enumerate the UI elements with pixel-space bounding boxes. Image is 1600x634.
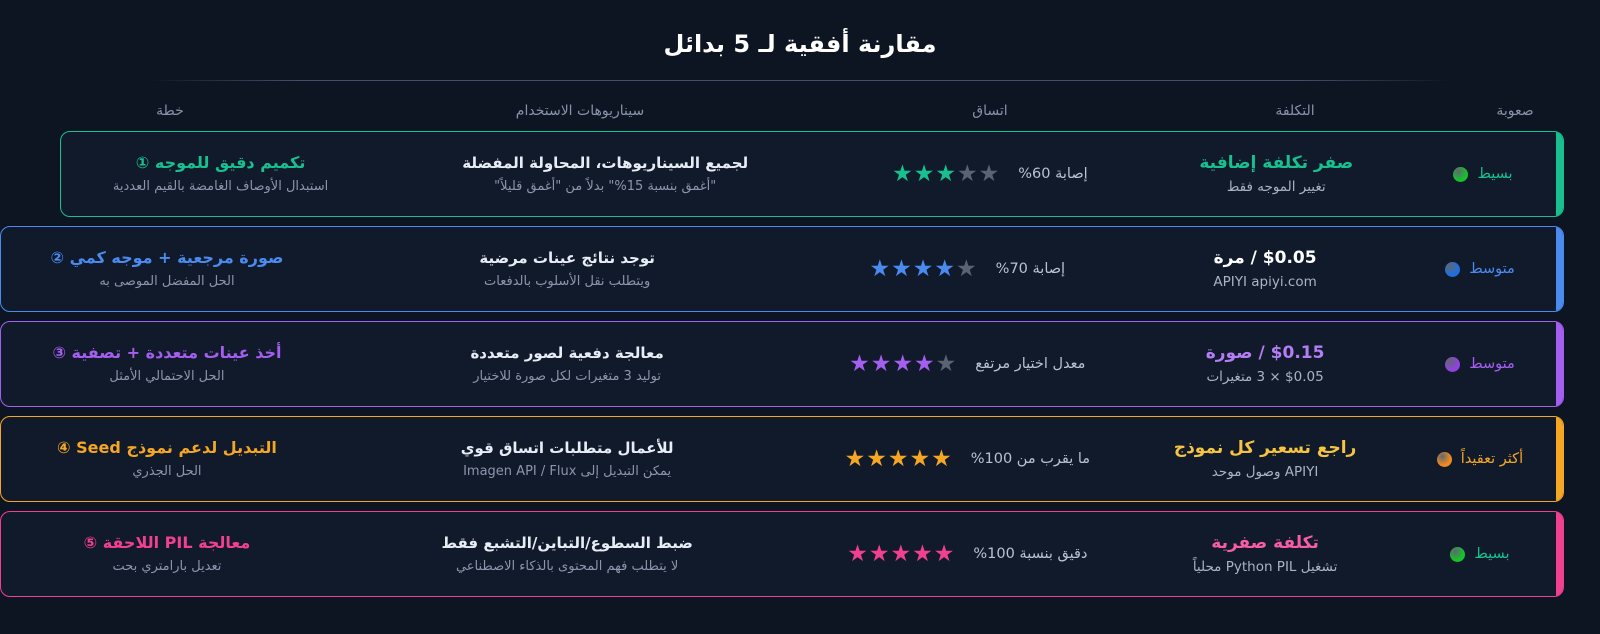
cell-cost: صفر تكلفة إضافية تغيير الموجه فقط bbox=[1149, 153, 1403, 196]
plan-subtitle: الحل الجذري bbox=[132, 463, 202, 479]
plan-title: صورة مرجعية + موجه كمي ② bbox=[50, 247, 284, 267]
cell-plan: صورة مرجعية + موجه كمي ② الحل المفضل المو… bbox=[1, 248, 333, 291]
plan-title: أخذ عينات متعددة + تصفية ③ bbox=[52, 342, 282, 362]
difficulty-label: بسيط bbox=[1477, 166, 1513, 182]
cell-difficulty: أكثر تعقيداً bbox=[1397, 451, 1563, 467]
status-dot-icon bbox=[1453, 166, 1469, 182]
difficulty-label: متوسط bbox=[1469, 356, 1515, 372]
row-accent-bar bbox=[1556, 322, 1563, 406]
cost-title: صفر تكلفة إضافية bbox=[1199, 152, 1354, 173]
consistency-note: دقيق بنسبة 100% bbox=[973, 546, 1088, 562]
cost-subtitle: $0.05 × 3 متغيرات bbox=[1206, 368, 1324, 385]
usecase-title: ضبط السطوع/التباين/التشبع فقط bbox=[441, 533, 693, 552]
cell-usecase: توجد نتائج عينات مرضية ويتطلب نقل الأسلوب… bbox=[333, 248, 801, 291]
cell-cost: $0.15 / صورة $0.05 × 3 متغيرات bbox=[1133, 343, 1397, 386]
usecase-subtitle: "أغمق بنسبة 15%" بدلاً من "أغمق قليلاً" bbox=[494, 178, 717, 194]
cell-cost: راجع تسعير كل نموذج APIYI وصول موحد bbox=[1133, 438, 1397, 481]
column-header-usecase: سيناريوهات الاستخدام bbox=[515, 103, 645, 119]
consistency-note: إصابة 70% bbox=[995, 261, 1066, 277]
row-accent-bar bbox=[1556, 512, 1563, 596]
status-dot-icon bbox=[1450, 546, 1466, 562]
star-rating: ★★★★★ bbox=[847, 541, 956, 567]
usecase-subtitle: لا يتطلب فهم المحتوى بالذكاء الاصطناعي bbox=[455, 558, 679, 574]
cell-difficulty: بسيط bbox=[1403, 166, 1563, 182]
star-rating: ★★★★★ bbox=[849, 351, 958, 377]
cell-consistency: ★★★★★ معدل اختيار مرتفع bbox=[801, 352, 1133, 376]
cell-usecase: للأعمال متطلبات اتساق قوي يمكن التبديل إل… bbox=[333, 438, 801, 481]
cell-consistency: ★★★★★ إصابة 70% bbox=[801, 257, 1133, 281]
cell-difficulty: بسيط bbox=[1397, 546, 1563, 562]
row-accent-bar bbox=[1556, 132, 1563, 216]
comparison-row[interactable]: معالجة PIL اللاحقة ⑤ تعديل بارامتري بحت ضب… bbox=[0, 511, 1564, 597]
comparison-row[interactable]: أخذ عينات متعددة + تصفية ③ الحل الاحتمالي… bbox=[0, 321, 1564, 407]
comparison-rows: تكميم دقيق للموجه ① استبدال الأوصاف الغام… bbox=[0, 131, 1564, 606]
cost-subtitle: APIYI apiyi.com bbox=[1213, 273, 1317, 290]
cell-plan: تكميم دقيق للموجه ① استبدال الأوصاف الغام… bbox=[61, 153, 380, 196]
usecase-subtitle: توليد 3 متغيرات لكل صورة للاختيار bbox=[473, 368, 662, 384]
page-title: مقارنة أفقية لـ 5 بدائل bbox=[663, 30, 937, 58]
comparison-row[interactable]: التبديل لدعم نموذج Seed ④ الحل الجذري للأع… bbox=[0, 416, 1564, 502]
cell-difficulty: متوسط bbox=[1397, 356, 1563, 372]
plan-title: التبديل لدعم نموذج Seed ④ bbox=[57, 437, 277, 457]
cost-title: $0.05 / مرة bbox=[1213, 247, 1317, 268]
difficulty-label: بسيط bbox=[1474, 546, 1510, 562]
difficulty-label: متوسط bbox=[1469, 261, 1515, 277]
cell-cost: $0.05 / مرة APIYI apiyi.com bbox=[1133, 248, 1397, 291]
cell-consistency: ★★★★★ إصابة 60% bbox=[830, 162, 1149, 186]
cell-plan: التبديل لدعم نموذج Seed ④ الحل الجذري bbox=[1, 438, 333, 481]
cost-title: راجع تسعير كل نموذج bbox=[1173, 437, 1357, 458]
column-header-plan: خطة bbox=[156, 103, 184, 119]
plan-subtitle: الحل المفضل الموصى به bbox=[99, 273, 235, 289]
column-headers: خطة سيناريوهات الاستخدام اتساق التكلفة ص… bbox=[0, 100, 1600, 124]
title-divider bbox=[144, 79, 1456, 81]
cost-title: $0.15 / صورة bbox=[1205, 342, 1325, 363]
cell-usecase: معالجة دفعية لصور متعددة توليد 3 متغيرات … bbox=[333, 343, 801, 386]
consistency-note: ما يقرب من 100% bbox=[970, 451, 1091, 467]
cost-subtitle: تشغيل Python PIL محلياً bbox=[1192, 558, 1338, 575]
cell-consistency: ★★★★★ دقيق بنسبة 100% bbox=[801, 542, 1133, 566]
usecase-title: للأعمال متطلبات اتساق قوي bbox=[460, 438, 674, 457]
comparison-row[interactable]: تكميم دقيق للموجه ① استبدال الأوصاف الغام… bbox=[60, 131, 1564, 217]
column-header-consistency: اتساق bbox=[972, 103, 1008, 119]
plan-subtitle: الحل الاحتمالي الأمثل bbox=[109, 368, 225, 384]
cell-usecase: لجميع السيناريوهات، المحاولة المفضلة "أغم… bbox=[380, 153, 830, 196]
star-rating: ★★★★★ bbox=[844, 446, 953, 472]
plan-title: تكميم دقيق للموجه ① bbox=[135, 152, 306, 172]
cell-consistency: ★★★★★ ما يقرب من 100% bbox=[801, 447, 1133, 471]
usecase-title: معالجة دفعية لصور متعددة bbox=[470, 343, 664, 362]
cell-plan: معالجة PIL اللاحقة ⑤ تعديل بارامتري بحت bbox=[1, 533, 333, 576]
usecase-title: لجميع السيناريوهات، المحاولة المفضلة bbox=[462, 153, 749, 172]
row-accent-bar bbox=[1556, 227, 1563, 311]
usecase-title: توجد نتائج عينات مرضية bbox=[479, 248, 655, 267]
star-rating: ★★★★★ bbox=[869, 256, 978, 282]
consistency-note: إصابة 60% bbox=[1018, 166, 1088, 182]
status-dot-icon bbox=[1445, 356, 1461, 372]
cost-subtitle: تغيير الموجه فقط bbox=[1226, 178, 1326, 195]
cell-difficulty: متوسط bbox=[1397, 261, 1563, 277]
row-accent-bar bbox=[1556, 417, 1563, 501]
status-dot-icon bbox=[1445, 261, 1461, 277]
cost-title: تكلفة صفرية bbox=[1211, 532, 1319, 553]
star-rating: ★★★★★ bbox=[892, 161, 1001, 187]
cell-cost: تكلفة صفرية تشغيل Python PIL محلياً bbox=[1133, 533, 1397, 576]
cost-subtitle: APIYI وصول موحد bbox=[1211, 463, 1319, 480]
usecase-subtitle: ويتطلب نقل الأسلوب بالدفعات bbox=[484, 273, 651, 289]
cell-plan: أخذ عينات متعددة + تصفية ③ الحل الاحتمالي… bbox=[1, 343, 333, 386]
consistency-note: معدل اختيار مرتفع bbox=[975, 356, 1086, 372]
column-header-difficulty: صعوبة bbox=[1496, 103, 1534, 119]
usecase-subtitle: يمكن التبديل إلى Imagen API / Flux bbox=[463, 463, 672, 479]
comparison-row[interactable]: صورة مرجعية + موجه كمي ② الحل المفضل المو… bbox=[0, 226, 1564, 312]
status-dot-icon bbox=[1436, 451, 1452, 467]
plan-subtitle: تعديل بارامتري بحت bbox=[112, 558, 222, 574]
difficulty-label: أكثر تعقيداً bbox=[1460, 451, 1524, 467]
plan-subtitle: استبدال الأوصاف الغامضة بالقيم العددية bbox=[112, 178, 329, 194]
column-header-cost: التكلفة bbox=[1275, 103, 1315, 119]
plan-title: معالجة PIL اللاحقة ⑤ bbox=[83, 532, 251, 552]
cell-usecase: ضبط السطوع/التباين/التشبع فقط لا يتطلب فه… bbox=[333, 533, 801, 576]
